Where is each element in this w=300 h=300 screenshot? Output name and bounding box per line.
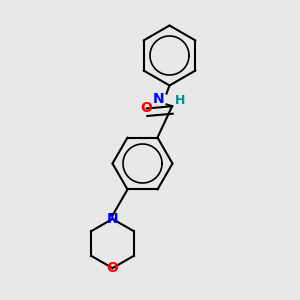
Text: N: N (153, 92, 165, 106)
Text: O: O (106, 261, 119, 275)
Text: O: O (141, 101, 153, 116)
Text: N: N (107, 212, 118, 226)
Text: H: H (175, 94, 185, 107)
